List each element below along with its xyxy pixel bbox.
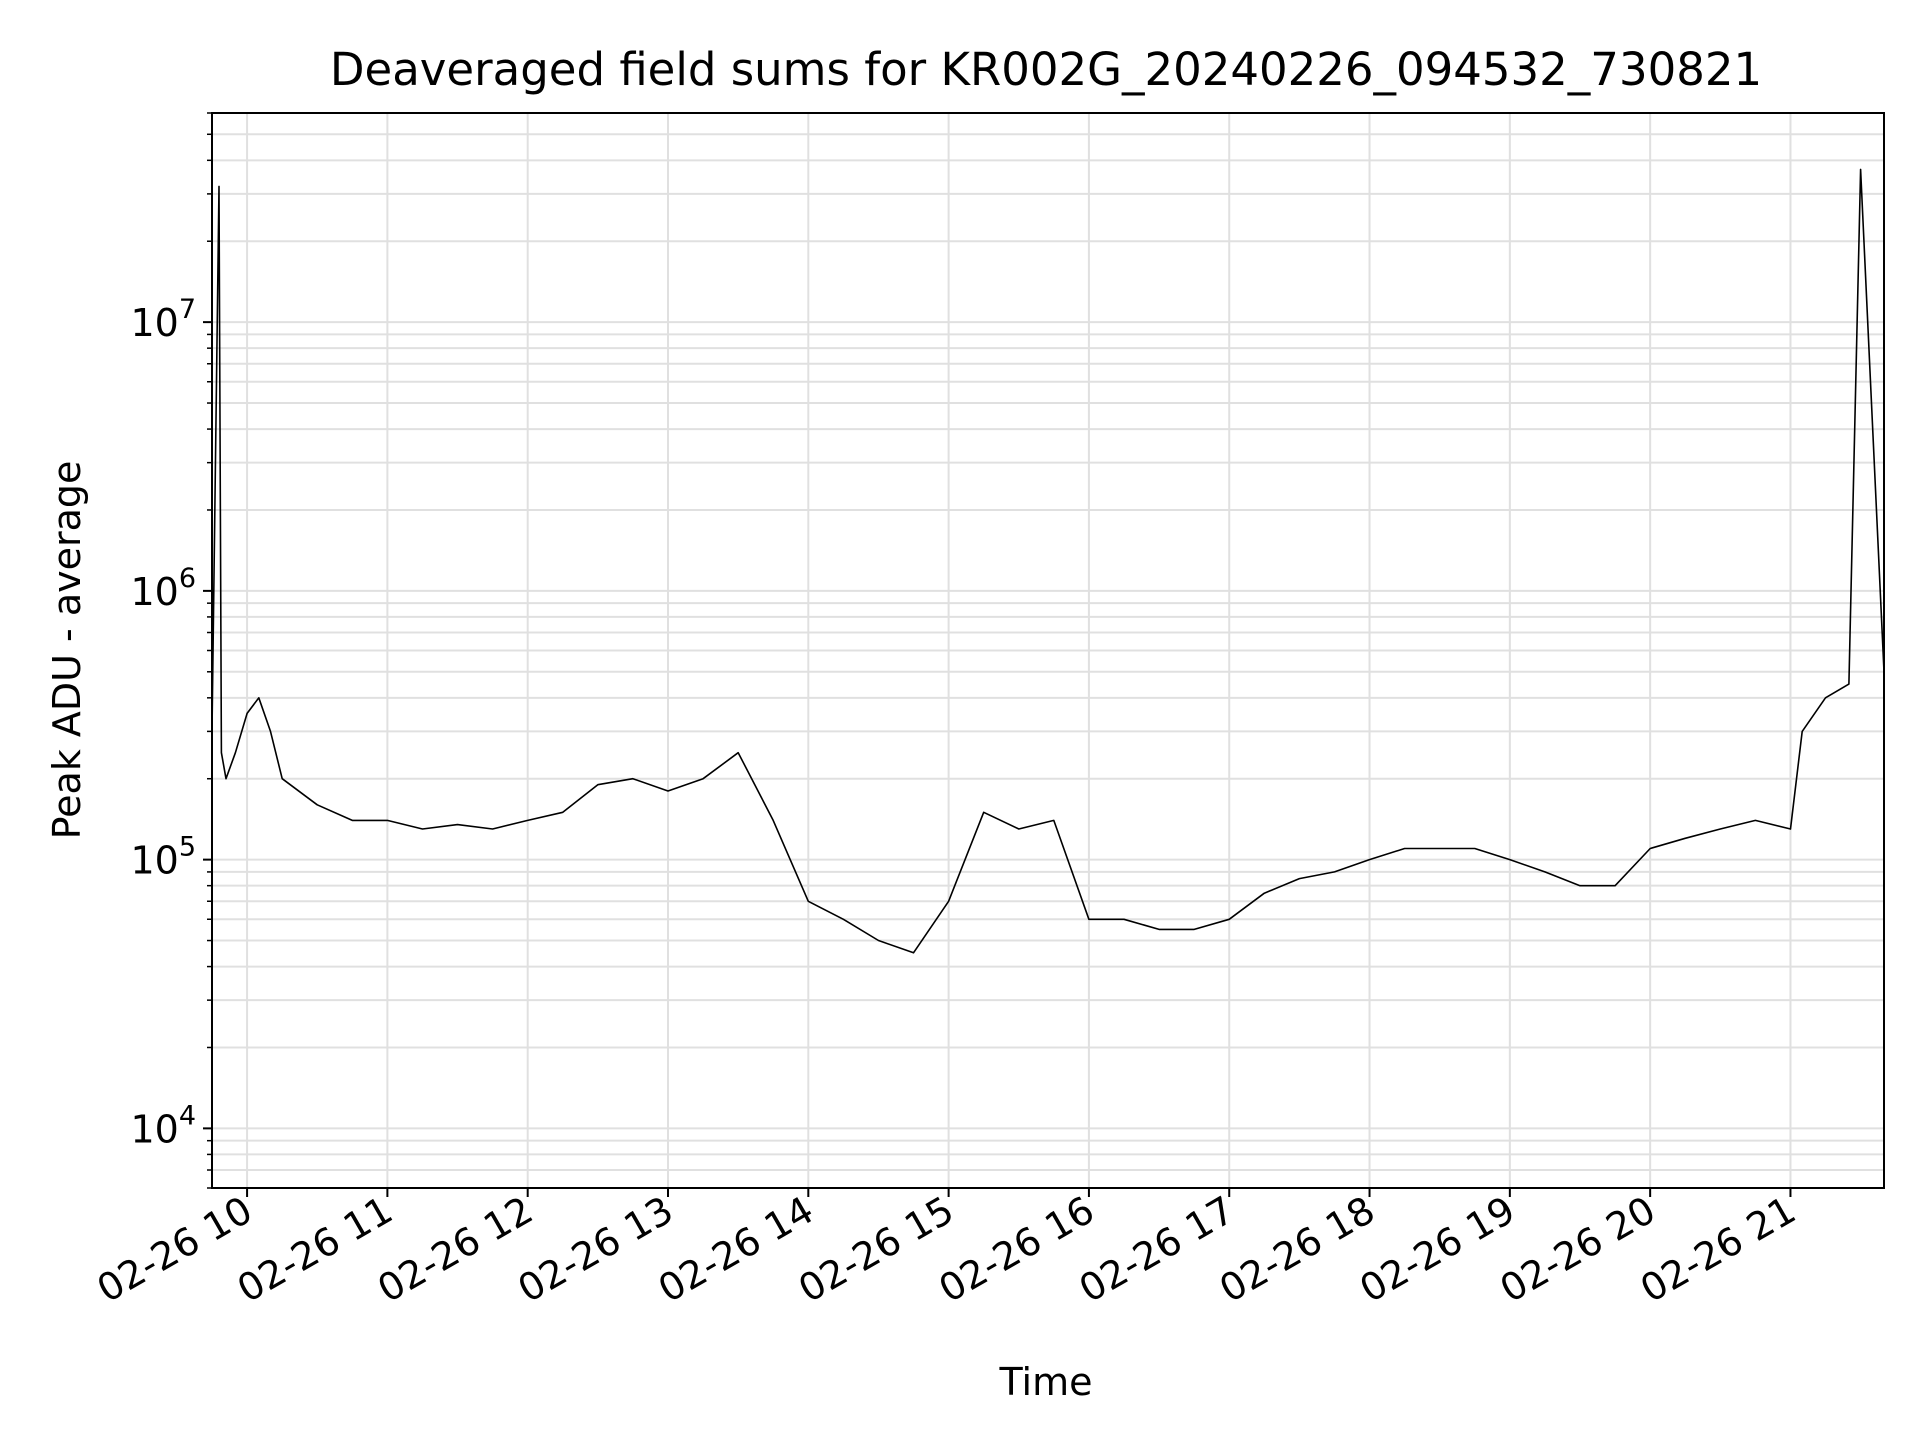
y-tick-label: 105 [130,832,196,883]
series-line [211,168,1885,954]
y-tick-label: 104 [130,1100,196,1151]
chart-title: Deaveraged field sums for KR002G_2024022… [330,43,1762,96]
x-axis-label: Time [999,1360,1093,1404]
data-series [211,168,1885,954]
y-tick-label: 107 [130,294,196,345]
y-tick-label: 106 [130,563,196,614]
y-axis-label: Peak ADU - average [45,461,89,840]
